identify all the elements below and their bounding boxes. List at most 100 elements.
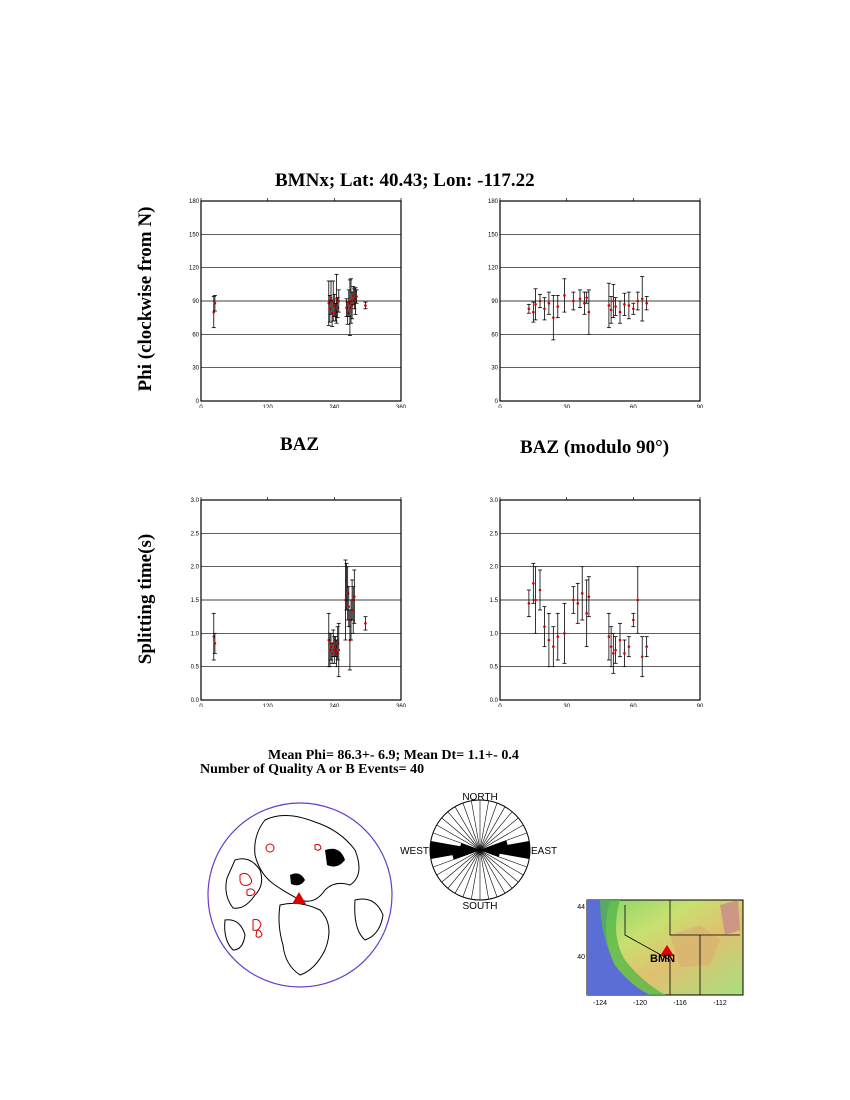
y-tick-label: 2.5 <box>490 531 499 537</box>
data-point <box>211 612 216 661</box>
y-tick-label: 150 <box>488 232 499 238</box>
x-tick-label: 0 <box>199 704 203 707</box>
rose-wedge <box>480 850 500 857</box>
rose-label-west: WEST <box>400 846 429 857</box>
rose-spoke <box>454 849 481 894</box>
rose-spoke <box>447 849 481 889</box>
x-tick-label: 30 <box>563 405 570 408</box>
rose-wedge <box>480 840 508 850</box>
data-point <box>336 289 341 313</box>
rose-wedge <box>430 841 480 850</box>
x-tick-label: 240 <box>329 405 340 408</box>
y-tick-label: 2.0 <box>191 565 200 571</box>
data-point <box>613 636 618 664</box>
data-point <box>611 283 616 319</box>
event-count: Number of Quality A or B Events= 40 <box>200 762 425 777</box>
data-point <box>538 293 542 309</box>
rose-spoke <box>479 849 489 900</box>
x-tick-label: 0 <box>498 405 502 408</box>
data-point <box>531 562 536 604</box>
rose-wedge <box>430 850 480 859</box>
x-tick-label: 60 <box>630 405 637 408</box>
y-tick-label: 180 <box>488 199 499 205</box>
data-point <box>626 636 631 658</box>
data-point <box>618 622 622 658</box>
data-point <box>354 289 359 304</box>
data-point <box>631 612 636 628</box>
map-xtick-120: -120 <box>633 1000 647 1007</box>
rose-spoke <box>454 806 481 851</box>
y-tick-label: 1.5 <box>490 598 499 604</box>
y-tick-label: 0 <box>196 399 200 405</box>
data-point <box>526 303 531 314</box>
data-point <box>571 586 576 614</box>
data-point <box>334 273 339 324</box>
y-tick-label: 30 <box>491 366 498 372</box>
data-point <box>562 602 567 664</box>
regional-topo-map: BMN 44 40 -124 -120 -116 -112 <box>577 899 744 1007</box>
rose-spoke <box>462 849 481 898</box>
y-tick-label: 120 <box>189 266 200 272</box>
x-axis-label-baz-mod90: BAZ (modulo 90°) <box>520 437 670 458</box>
x-tick-label: 240 <box>329 704 340 707</box>
data-point <box>533 288 538 321</box>
dt-vs-baz-mod90-plot: 0.0 0.5 1.0 1.5 2.0 2.5 3.0 0 30 60 90 <box>490 497 704 707</box>
y-axis-label-phi: Phi (clockwise from N) <box>135 206 156 392</box>
data-point <box>212 632 217 654</box>
data-point <box>333 302 338 322</box>
data-point <box>551 295 556 341</box>
data-point <box>555 295 560 319</box>
x-tick-label: 0 <box>498 704 502 707</box>
y-tick-label: 0.0 <box>490 698 499 704</box>
y-tick-label: 1.0 <box>191 631 200 637</box>
rose-spoke <box>441 817 481 851</box>
data-point <box>635 291 640 311</box>
data-point <box>580 566 585 621</box>
y-tick-label: 90 <box>192 299 199 305</box>
rose-spoke <box>479 849 513 889</box>
data-point <box>334 639 339 668</box>
rose-diagram: NORTH SOUTH EAST WEST <box>400 792 557 912</box>
data-point <box>575 582 580 624</box>
data-point <box>635 566 640 634</box>
rose-spoke <box>479 849 524 876</box>
y-tick-label: 0.5 <box>490 665 499 671</box>
data-point <box>571 291 576 311</box>
data-point <box>578 289 582 309</box>
rose-spoke <box>479 811 513 851</box>
x-tick-label: 360 <box>396 405 407 408</box>
data-point <box>562 278 567 313</box>
y-tick-label: 180 <box>189 199 200 205</box>
y-tick-label: 120 <box>488 266 499 272</box>
x-tick-label: 90 <box>697 704 704 707</box>
data-point <box>611 632 616 674</box>
x-axis-label-baz: BAZ <box>280 434 320 455</box>
rose-spoke <box>447 811 481 851</box>
y-tick-label: 3.0 <box>191 498 200 504</box>
rose-label-south: SOUTH <box>463 901 498 912</box>
rose-spoke <box>479 824 524 851</box>
map-xtick-124: -124 <box>593 1000 607 1007</box>
rose-spoke <box>462 802 481 851</box>
data-point <box>533 566 538 634</box>
data-point <box>640 276 645 322</box>
y-tick-label: 60 <box>192 332 199 338</box>
y-tick-label: 3.0 <box>490 498 499 504</box>
event-globe-map <box>207 802 393 988</box>
data-point <box>331 629 336 658</box>
mean-stats: Mean Phi= 86.3+- 6.9; Mean Dt= 1.1+- 0.4 <box>268 748 519 763</box>
x-tick-label: 30 <box>563 704 570 707</box>
rose-spoke <box>479 800 489 851</box>
map-ytick-40: 40 <box>577 954 585 961</box>
rose-label-east: EAST <box>531 846 557 857</box>
y-tick-label: 0 <box>495 399 499 405</box>
data-point <box>622 639 627 668</box>
data-point <box>336 622 341 678</box>
data-point <box>346 586 351 628</box>
data-point <box>352 569 357 624</box>
rose-spoke <box>479 849 498 898</box>
page-title: BMNx; Lat: 40.43; Lon: -117.22 <box>275 170 535 191</box>
y-tick-label: 150 <box>189 232 200 238</box>
data-point <box>584 291 589 304</box>
